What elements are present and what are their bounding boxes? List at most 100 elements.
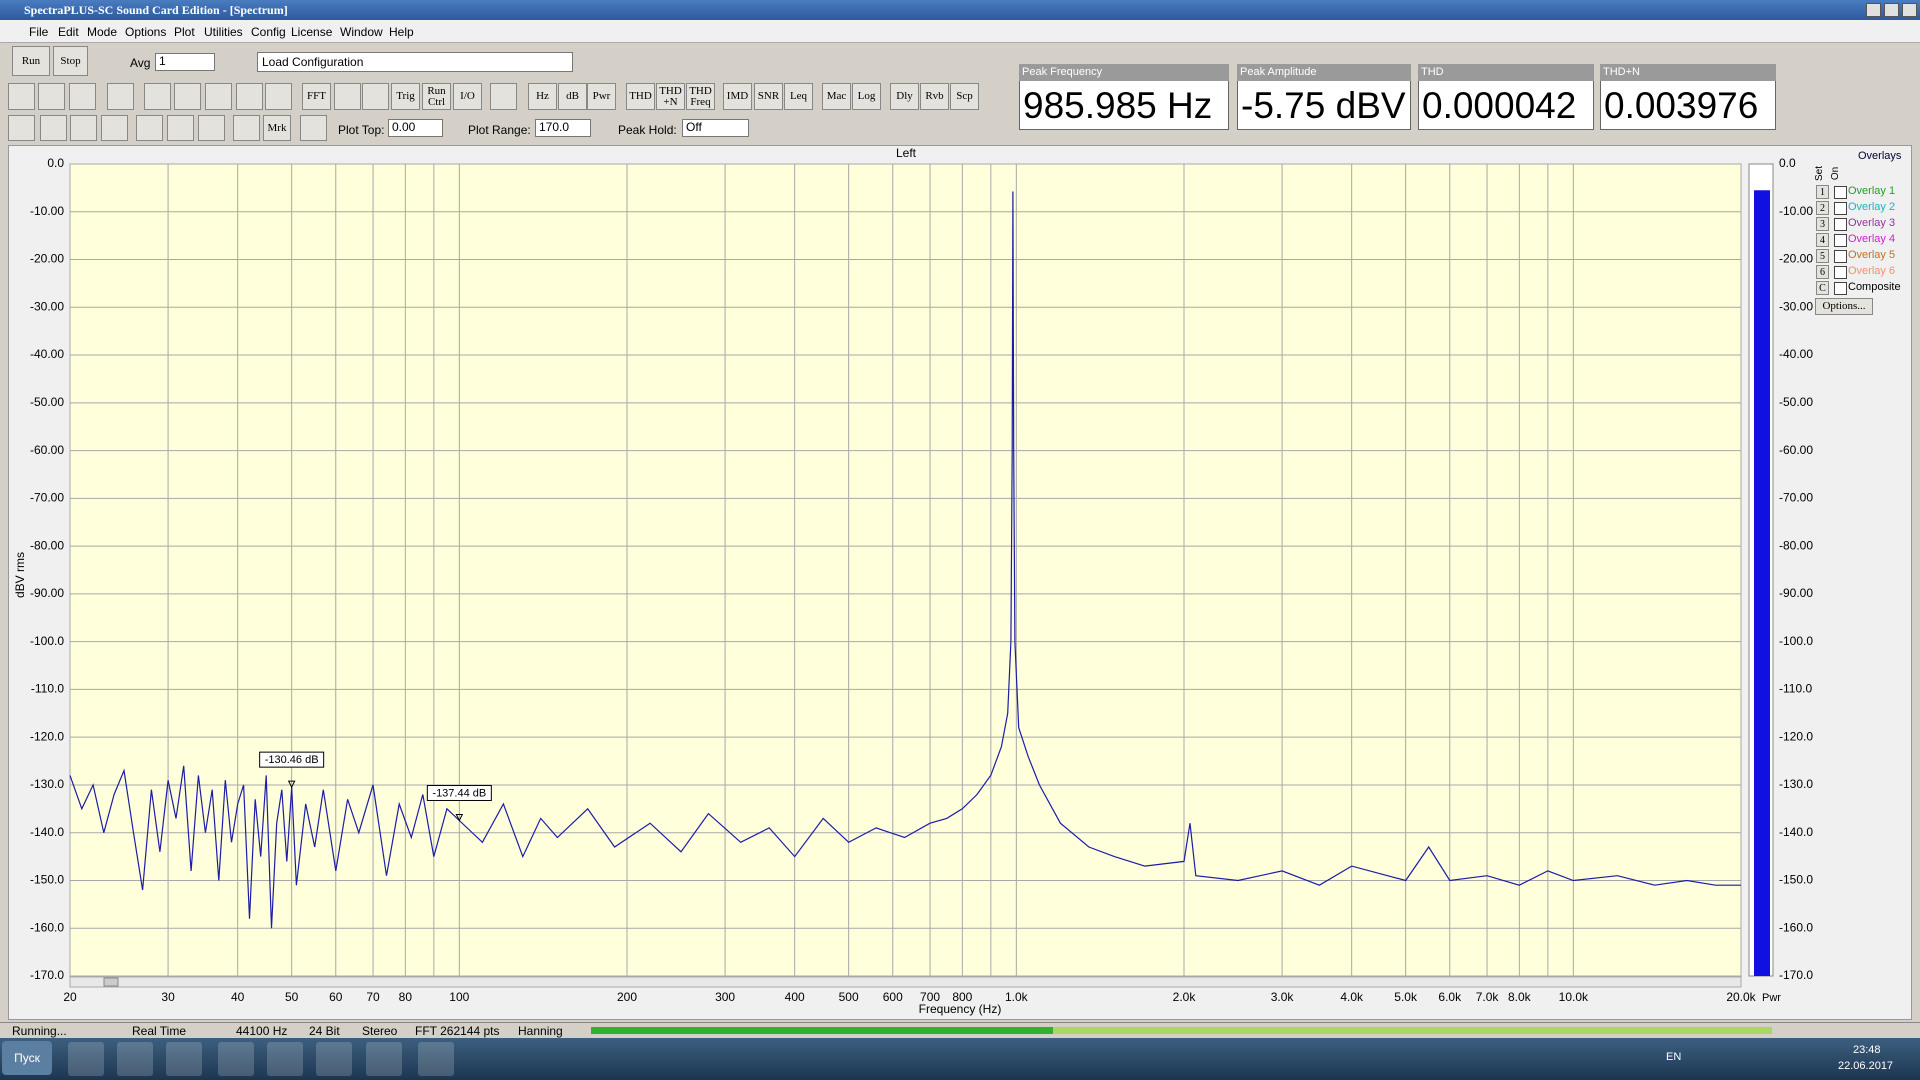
tool-button[interactable]: Scp xyxy=(950,83,979,110)
tool-button[interactable]: THD +N xyxy=(656,83,685,110)
overlay-checkbox[interactable] xyxy=(1834,202,1847,215)
tool-button[interactable]: Dly xyxy=(890,83,919,110)
menu-item[interactable]: Plot xyxy=(174,25,195,39)
icon-button[interactable] xyxy=(233,115,260,141)
x-tick-label: 70 xyxy=(366,990,380,1004)
icon-button[interactable] xyxy=(101,115,128,141)
overlay-set-button[interactable]: 2 xyxy=(1816,201,1829,215)
tool-button[interactable]: Hz xyxy=(528,83,557,110)
language[interactable]: EN xyxy=(1666,1051,1682,1063)
icon-button[interactable] xyxy=(198,115,225,141)
y-tick-label-right: -50.00 xyxy=(1779,395,1813,409)
overlay-set-button[interactable]: 4 xyxy=(1816,233,1829,247)
marker xyxy=(455,813,464,822)
taskbar-app[interactable] xyxy=(68,1042,104,1076)
taskbar-app[interactable] xyxy=(117,1042,153,1076)
marker-button[interactable]: Mrk xyxy=(263,115,291,141)
icon-button[interactable] xyxy=(107,83,134,110)
tool-button[interactable]: Leq xyxy=(784,83,813,110)
y-tick-label-right: -140.0 xyxy=(1779,825,1813,839)
icon-button[interactable] xyxy=(38,83,65,110)
icon-button[interactable] xyxy=(362,83,389,110)
start-button[interactable]: Пуск xyxy=(2,1041,52,1075)
icon-button[interactable] xyxy=(205,83,232,110)
overlay-set-button[interactable]: C xyxy=(1816,281,1829,295)
overlay-set-button[interactable]: 6 xyxy=(1816,265,1829,279)
overlay-checkbox[interactable] xyxy=(1834,282,1847,295)
icon-button[interactable] xyxy=(144,83,171,110)
overlay-name: Overlay 4 xyxy=(1848,233,1896,245)
menu-item[interactable]: Edit xyxy=(58,25,79,39)
icon-button[interactable] xyxy=(300,115,327,141)
clock-time[interactable]: 23:48 xyxy=(1853,1044,1881,1056)
icon-button[interactable] xyxy=(265,83,292,110)
overlay-set-button[interactable]: 5 xyxy=(1816,249,1829,263)
run-button[interactable]: Run xyxy=(12,46,50,76)
menu-item[interactable]: Mode xyxy=(87,25,118,39)
menu-item[interactable]: File xyxy=(29,25,49,39)
peak-hold-label: Peak Hold: xyxy=(618,123,677,137)
taskbar-app[interactable] xyxy=(267,1042,303,1076)
icon-button[interactable] xyxy=(236,83,263,110)
overlay-set-button[interactable]: 1 xyxy=(1816,185,1829,199)
tool-button[interactable]: Mac xyxy=(822,83,851,110)
plot-top-input[interactable]: 0.00 xyxy=(388,119,443,137)
tool-button[interactable]: THD Freq xyxy=(686,83,715,110)
tool-button[interactable]: Pwr xyxy=(587,83,616,110)
window-control[interactable] xyxy=(1884,3,1899,17)
tool-button[interactable]: FFT xyxy=(302,83,331,110)
meter-header: THD+N xyxy=(1600,64,1776,81)
menu-item[interactable]: Utilities xyxy=(204,25,243,39)
y-tick-label: 0.0 xyxy=(47,156,64,170)
tool-button[interactable]: Log xyxy=(852,83,881,110)
tool-button[interactable]: SNR xyxy=(754,83,783,110)
icon-button[interactable] xyxy=(70,115,97,141)
avg-select[interactable]: 1 xyxy=(155,53,215,71)
menu-item[interactable]: Window xyxy=(340,25,383,39)
scroll-thumb xyxy=(103,977,119,987)
menu-item[interactable]: Config xyxy=(251,25,286,39)
status-cell: 24 Bit xyxy=(309,1024,340,1038)
icon-button[interactable] xyxy=(490,83,517,110)
overlay-checkbox[interactable] xyxy=(1834,234,1847,247)
overlay-checkbox[interactable] xyxy=(1834,250,1847,263)
status-cell: Stereo xyxy=(362,1024,398,1038)
plot-range-input[interactable]: 170.0 xyxy=(535,119,591,137)
stop-button[interactable]: Stop xyxy=(53,46,88,76)
tool-button[interactable]: Rvb xyxy=(920,83,949,110)
tool-button[interactable]: IMD xyxy=(723,83,752,110)
icon-button[interactable] xyxy=(8,83,35,110)
icon-button[interactable] xyxy=(8,115,35,141)
peak-hold-select[interactable]: Off xyxy=(682,119,749,137)
menu-item[interactable]: Options xyxy=(125,25,167,39)
tool-button[interactable]: Trig xyxy=(391,83,420,110)
tool-button[interactable]: I/O xyxy=(453,83,482,110)
y-tick-label: -20.00 xyxy=(30,252,64,266)
config-select[interactable]: Load Configuration xyxy=(257,52,573,72)
options-button[interactable]: Options... xyxy=(1815,298,1873,315)
icon-button[interactable] xyxy=(167,115,194,141)
window-control[interactable] xyxy=(1902,3,1917,17)
icon-button[interactable] xyxy=(40,115,67,141)
overlay-checkbox[interactable] xyxy=(1834,186,1847,199)
taskbar-app[interactable] xyxy=(166,1042,202,1076)
menu-item[interactable]: License xyxy=(291,25,333,39)
taskbar-app[interactable] xyxy=(418,1042,454,1076)
icon-button[interactable] xyxy=(174,83,201,110)
taskbar-app[interactable] xyxy=(366,1042,402,1076)
tool-button[interactable]: THD xyxy=(626,83,655,110)
taskbar-app[interactable] xyxy=(316,1042,352,1076)
icon-button[interactable] xyxy=(136,115,163,141)
status-cell: FFT 262144 pts xyxy=(415,1024,500,1038)
window-control[interactable] xyxy=(1866,3,1881,17)
tool-button[interactable]: Run Ctrl xyxy=(422,83,451,110)
icon-button[interactable] xyxy=(334,83,361,110)
overlay-checkbox[interactable] xyxy=(1834,266,1847,279)
icon-button[interactable] xyxy=(69,83,96,110)
overlay-checkbox[interactable] xyxy=(1834,218,1847,231)
overlay-set-button[interactable]: 3 xyxy=(1816,217,1829,231)
menu-item[interactable]: Help xyxy=(389,25,414,39)
tool-button[interactable]: dB xyxy=(558,83,587,110)
clock-date[interactable]: 22.06.2017 xyxy=(1838,1060,1894,1072)
taskbar-app[interactable] xyxy=(218,1042,254,1076)
